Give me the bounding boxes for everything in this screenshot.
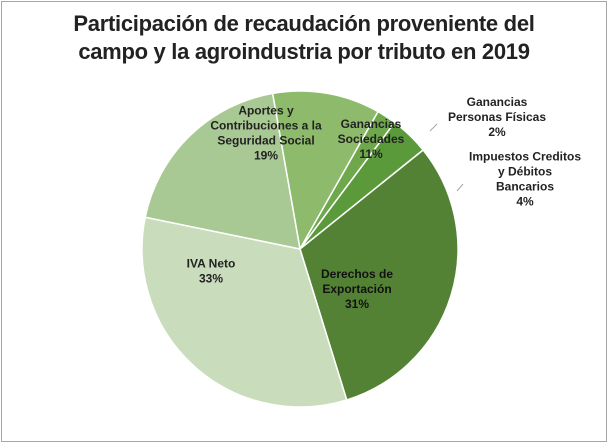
pie-slice-5: [141, 216, 348, 408]
slice-percent-6: 19%: [254, 149, 278, 163]
slice-label-3-line-2: y Débitos: [498, 165, 552, 179]
slice-label-1-line-2: Sociedades: [338, 132, 405, 146]
slice-percent-4: 31%: [345, 297, 369, 311]
pie-slice-4: [299, 149, 459, 401]
chart-title-line-2: campo y la agroindustria por tributo en …: [78, 39, 530, 64]
slice-label-6-line-2: Contribuciones a la: [210, 119, 322, 133]
pie-slice-6: [144, 92, 301, 250]
slice-percent-5: 33%: [199, 272, 223, 286]
slice-label-3-line-3: Bancarios: [496, 180, 554, 194]
leader-line-2: [429, 123, 438, 132]
slice-label-3-line-1: Impuestos Creditos: [469, 150, 581, 164]
slice-percent-3: 4%: [516, 195, 534, 209]
chart-title: Participación de recaudación proveniente…: [0, 10, 608, 66]
slice-label-2-line-1: Ganancias: [467, 95, 528, 109]
slice-label-2-line-2: Personas Físicas: [448, 110, 546, 124]
pie-slices: [141, 90, 459, 408]
slice-percent-1: 11%: [359, 147, 383, 161]
slice-label-6-line-1: Aportes y: [238, 104, 294, 118]
slice-percent-2: 2%: [488, 125, 506, 139]
slice-label-5-line-1: IVA Neto: [187, 257, 236, 271]
chart-title-line-1: Participación de recaudación proveniente…: [73, 11, 535, 36]
slice-label-4-line-1: Derechos de: [321, 267, 393, 281]
slice-label-1-line-1: Ganancias: [341, 117, 402, 131]
slice-label-6-line-3: Seguridad Social: [217, 134, 314, 148]
leader-line-3: [456, 183, 464, 192]
slice-label-4-line-2: Exportación: [322, 282, 391, 296]
pie-slice-1: [271, 90, 379, 250]
